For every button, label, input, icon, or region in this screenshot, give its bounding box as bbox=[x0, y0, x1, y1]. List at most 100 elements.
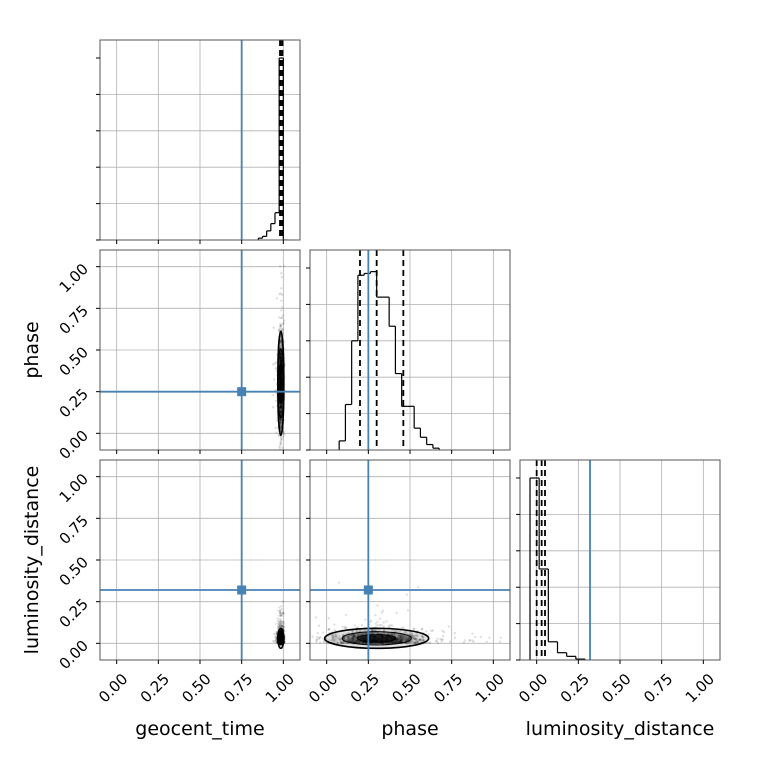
sample-point bbox=[271, 394, 274, 397]
sample-point bbox=[317, 637, 320, 640]
sample-point bbox=[279, 621, 283, 624]
sample-point bbox=[353, 637, 356, 640]
sample-point bbox=[318, 641, 322, 644]
sample-point bbox=[279, 426, 283, 429]
density-contour bbox=[277, 634, 285, 643]
sample-point bbox=[271, 639, 275, 643]
sample-point bbox=[380, 611, 383, 614]
sample-point bbox=[398, 639, 402, 643]
sample-point bbox=[281, 322, 285, 326]
sample-point bbox=[279, 614, 282, 617]
sample-point bbox=[277, 329, 281, 332]
sample-point bbox=[397, 640, 400, 644]
sample-point bbox=[431, 629, 435, 632]
sample-point bbox=[358, 641, 361, 644]
sample-point bbox=[278, 327, 281, 330]
sample-point bbox=[278, 621, 281, 624]
sample-point bbox=[376, 642, 380, 645]
sample-point bbox=[350, 639, 354, 643]
sample-point bbox=[361, 641, 365, 644]
sample-point bbox=[279, 623, 283, 626]
sample-point bbox=[390, 642, 393, 645]
sample-point bbox=[421, 636, 425, 639]
sample-point bbox=[403, 634, 406, 637]
sample-point bbox=[349, 638, 353, 641]
sample-point bbox=[279, 356, 283, 359]
sample-point bbox=[280, 404, 283, 408]
sample-point bbox=[349, 640, 352, 643]
sample-point bbox=[282, 625, 286, 628]
sample-point bbox=[350, 640, 354, 643]
sample-point bbox=[279, 324, 282, 328]
sample-point bbox=[279, 353, 282, 356]
sample-point bbox=[279, 351, 282, 355]
sample-point bbox=[471, 632, 474, 635]
sample-point bbox=[278, 358, 282, 361]
sample-point bbox=[400, 639, 403, 642]
sample-point bbox=[351, 635, 355, 638]
sample-point bbox=[404, 630, 408, 634]
sample-point bbox=[348, 635, 351, 638]
sample-point bbox=[279, 356, 282, 359]
sample-point bbox=[279, 355, 283, 359]
sample-point bbox=[405, 638, 408, 641]
sample-point bbox=[385, 620, 388, 623]
sample-point bbox=[315, 638, 319, 642]
sample-point bbox=[358, 641, 361, 644]
sample-point bbox=[378, 624, 382, 627]
sample-point bbox=[398, 633, 401, 637]
sample-point bbox=[338, 637, 341, 641]
sample-point bbox=[280, 406, 283, 410]
sample-point bbox=[280, 419, 283, 422]
sample-point bbox=[394, 640, 397, 643]
sample-point bbox=[280, 309, 283, 312]
sample-point bbox=[275, 638, 278, 642]
sample-point bbox=[353, 635, 356, 638]
panel-phase-vs-phase bbox=[306, 249, 511, 454]
sample-point bbox=[336, 637, 339, 640]
sample-point bbox=[346, 639, 350, 642]
sample-point bbox=[341, 625, 344, 628]
sample-point bbox=[279, 403, 283, 407]
sample-point bbox=[343, 626, 346, 630]
sample-point bbox=[280, 360, 283, 363]
sample-point bbox=[281, 306, 284, 309]
sample-point bbox=[279, 419, 283, 423]
sample-point bbox=[353, 636, 356, 639]
sample-point bbox=[280, 359, 283, 363]
sample-point bbox=[390, 641, 393, 644]
sample-point bbox=[279, 641, 283, 645]
sample-point bbox=[386, 641, 389, 644]
sample-point bbox=[363, 632, 366, 636]
y-tick-label: 1.00 bbox=[56, 260, 92, 296]
sample-point bbox=[280, 614, 283, 618]
sample-point bbox=[279, 611, 282, 614]
sample-point bbox=[387, 642, 390, 645]
sample-point bbox=[405, 638, 408, 641]
sample-point bbox=[350, 634, 353, 637]
sample-point bbox=[280, 361, 284, 365]
sample-point bbox=[281, 327, 284, 331]
sample-point bbox=[395, 640, 398, 644]
sample-point bbox=[352, 636, 356, 639]
sample-point bbox=[278, 611, 282, 615]
sample-point bbox=[397, 639, 400, 642]
sample-point bbox=[333, 637, 337, 640]
sample-point bbox=[278, 403, 281, 406]
sample-point bbox=[333, 629, 336, 632]
sample-point bbox=[278, 611, 282, 615]
sample-point bbox=[471, 639, 474, 642]
sample-point bbox=[282, 612, 286, 615]
sample-point bbox=[389, 641, 392, 644]
sample-point bbox=[372, 632, 375, 635]
sample-point bbox=[338, 638, 341, 641]
sample-point bbox=[279, 360, 283, 363]
sample-point bbox=[357, 640, 360, 644]
sample-point bbox=[328, 628, 331, 631]
sample-point bbox=[413, 641, 416, 644]
sample-point bbox=[341, 641, 345, 644]
sample-point bbox=[395, 638, 399, 642]
sample-point bbox=[279, 360, 283, 363]
sample-point bbox=[336, 640, 339, 644]
sample-point bbox=[384, 641, 387, 645]
